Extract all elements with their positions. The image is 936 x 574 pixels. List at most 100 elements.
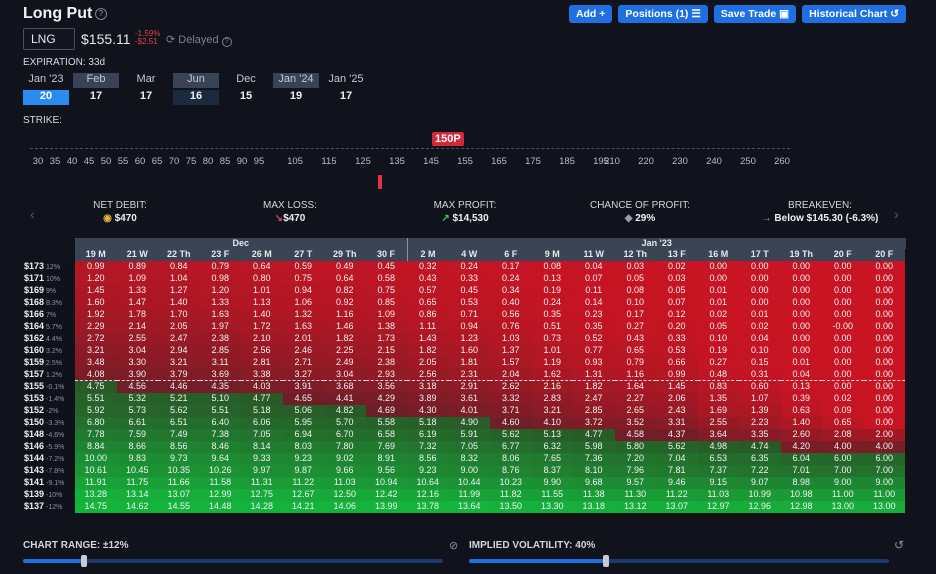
strike-tick-label[interactable]: 230 — [672, 156, 688, 167]
pl-cell[interactable]: 8.66 — [116, 440, 158, 453]
pl-cell[interactable]: 0.15 — [739, 356, 781, 369]
pl-cell[interactable]: 0.35 — [531, 308, 574, 321]
pl-cell[interactable]: 11.03 — [324, 476, 366, 489]
pl-cell[interactable]: 1.20 — [199, 284, 241, 297]
pl-cell[interactable]: 0.66 — [656, 356, 698, 369]
pl-cell[interactable]: 0.00 — [863, 380, 906, 393]
ticker-input[interactable]: LNG — [23, 28, 75, 50]
pl-cell[interactable]: 4.46 — [158, 380, 200, 393]
expiry-day-tab[interactable]: 17 — [89, 90, 103, 102]
expiry-day-tab[interactable]: 15 — [239, 90, 253, 102]
pl-cell[interactable]: 0.40 — [490, 296, 532, 309]
pl-cell[interactable]: 8.10 — [573, 464, 615, 477]
pl-cell[interactable]: 5.73 — [116, 404, 158, 417]
pl-cell[interactable]: 1.27 — [158, 284, 200, 297]
pl-cell[interactable]: 0.10 — [739, 344, 781, 357]
strike-tick-label[interactable]: 105 — [287, 156, 303, 167]
pl-cell[interactable]: 3.18 — [407, 380, 449, 393]
pl-cell[interactable]: 7.20 — [614, 452, 657, 465]
pl-cell[interactable]: 4.01 — [448, 404, 491, 417]
strike-tick-label[interactable]: 45 — [83, 156, 95, 167]
chevron-left-icon[interactable]: ‹ — [30, 206, 35, 222]
pl-cell[interactable]: 3.61 — [448, 392, 491, 405]
strike-tick-label[interactable]: 185 — [559, 156, 575, 167]
strike-ruler[interactable] — [30, 148, 790, 168]
pl-cell[interactable]: 0.00 — [863, 272, 906, 285]
pl-cell[interactable]: 0.00 — [822, 296, 864, 309]
pl-cell[interactable]: 2.91 — [448, 380, 491, 393]
pl-cell[interactable]: 14.62 — [116, 500, 158, 513]
pl-cell[interactable]: 5.21 — [158, 392, 200, 405]
pl-cell[interactable]: 0.00 — [863, 404, 906, 417]
pl-cell[interactable]: 5.95 — [282, 416, 324, 429]
pl-cell[interactable]: 4.08 — [75, 368, 117, 381]
pl-cell[interactable]: 0.00 — [780, 260, 823, 273]
pl-cell[interactable]: 5.32 — [116, 392, 158, 405]
pl-cell[interactable]: 4.00 — [822, 440, 864, 453]
pl-cell[interactable]: 6.00 — [863, 452, 906, 465]
pl-cell[interactable]: 5.18 — [407, 416, 449, 429]
pl-cell[interactable]: 9.15 — [697, 476, 740, 489]
pl-cell[interactable]: 3.72 — [573, 416, 615, 429]
pl-cell[interactable]: -0.00 — [822, 320, 864, 333]
expiry-month-tab[interactable]: Jan '25 — [328, 73, 364, 85]
pl-cell[interactable]: 0.43 — [407, 272, 449, 285]
pl-cell[interactable]: 1.97 — [199, 320, 241, 333]
pl-cell[interactable]: 2.56 — [407, 368, 449, 381]
pl-cell[interactable]: 5.62 — [158, 404, 200, 417]
pl-cell[interactable]: 2.71 — [282, 356, 324, 369]
pl-cell[interactable]: 0.00 — [863, 368, 906, 381]
pl-cell[interactable]: 5.51 — [199, 404, 241, 417]
pl-cell[interactable]: 0.60 — [739, 380, 781, 393]
pl-cell[interactable]: 0.53 — [656, 344, 698, 357]
pl-cell[interactable]: 2.56 — [241, 344, 283, 357]
pl-cell[interactable]: 0.13 — [531, 272, 574, 285]
pl-cell[interactable]: 2.06 — [656, 392, 698, 405]
pl-cell[interactable]: 1.40 — [780, 416, 823, 429]
pl-cell[interactable]: 14.48 — [199, 500, 241, 513]
pl-cell[interactable]: 0.00 — [863, 308, 906, 321]
delayed-indicator[interactable]: ⟳ Delayed ? — [166, 33, 232, 47]
pl-cell[interactable]: 0.03 — [656, 272, 698, 285]
pl-cell[interactable]: 0.99 — [75, 260, 117, 273]
expiry-day-tab[interactable]: 19 — [289, 90, 303, 102]
pl-cell[interactable]: 0.00 — [822, 344, 864, 357]
pl-cell[interactable]: 1.64 — [614, 380, 657, 393]
pl-cell[interactable]: 1.39 — [739, 404, 781, 417]
pl-cell[interactable]: 7.78 — [75, 428, 117, 441]
pl-cell[interactable]: 7.05 — [241, 428, 283, 441]
strike-tick-label[interactable]: 70 — [168, 156, 180, 167]
pl-cell[interactable]: 1.40 — [158, 296, 200, 309]
pl-cell[interactable]: 11.22 — [656, 488, 698, 501]
pl-cell[interactable]: 2.85 — [199, 344, 241, 357]
pl-cell[interactable]: 0.00 — [739, 272, 781, 285]
pl-cell[interactable]: 4.60 — [490, 416, 532, 429]
pl-cell[interactable]: 1.06 — [282, 296, 324, 309]
pl-cell[interactable]: 0.00 — [863, 356, 906, 369]
pl-cell[interactable]: 0.00 — [780, 284, 823, 297]
pl-cell[interactable]: 7.59 — [116, 428, 158, 441]
pl-cell[interactable]: 10.23 — [490, 476, 532, 489]
pl-cell[interactable]: 0.04 — [739, 332, 781, 345]
pl-cell[interactable]: 2.25 — [324, 344, 366, 357]
pl-cell[interactable]: 13.00 — [822, 500, 864, 513]
add-button[interactable]: Add + — [568, 5, 613, 23]
pl-cell[interactable]: 1.82 — [573, 380, 615, 393]
pl-cell[interactable]: 0.00 — [863, 260, 906, 273]
pl-cell[interactable]: 1.13 — [241, 296, 283, 309]
pl-cell[interactable]: 3.30 — [116, 356, 158, 369]
save-trade-button[interactable]: Save Trade ▣ — [713, 5, 797, 23]
pl-cell[interactable]: 1.63 — [282, 320, 324, 333]
pl-cell[interactable]: 4.00 — [863, 440, 906, 453]
pl-cell[interactable]: 3.35 — [739, 428, 781, 441]
pl-cell[interactable]: 0.27 — [697, 356, 740, 369]
pl-cell[interactable]: 10.35 — [158, 464, 200, 477]
pl-cell[interactable]: 12.99 — [199, 488, 241, 501]
pl-cell[interactable]: 2.05 — [407, 356, 449, 369]
pl-cell[interactable]: 0.19 — [697, 344, 740, 357]
pl-cell[interactable]: 4.03 — [241, 380, 283, 393]
strike-tick-label[interactable]: 90 — [236, 156, 248, 167]
pl-cell[interactable]: 0.24 — [448, 260, 491, 273]
strike-tick-label[interactable]: 30 — [32, 156, 44, 167]
pl-cell[interactable]: 2.83 — [531, 392, 574, 405]
